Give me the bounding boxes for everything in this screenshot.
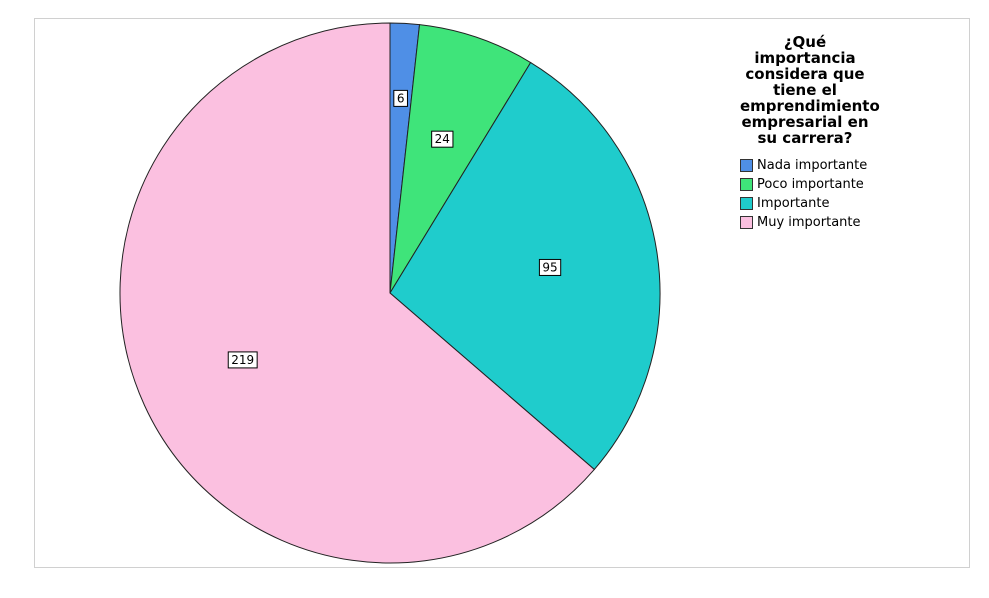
value-label: 6 — [393, 89, 408, 107]
legend-swatch — [740, 159, 753, 172]
value-label: 24 — [431, 130, 454, 148]
legend-title: ¿Qué importancia considera que tiene el … — [740, 33, 880, 147]
legend-label: Importante — [757, 196, 830, 211]
value-label-text: 219 — [231, 353, 254, 367]
pie-slice — [389, 24, 532, 294]
legend-label: Poco importante — [757, 177, 864, 192]
value-label: 219 — [227, 351, 258, 369]
value-label-box — [227, 351, 258, 369]
chart-frame — [34, 18, 970, 568]
legend-swatch — [740, 216, 753, 229]
legend-item: Muy importante — [740, 213, 870, 232]
value-label-box — [538, 258, 562, 276]
pie-slice — [389, 61, 661, 471]
legend-label: Nada importante — [757, 158, 868, 173]
value-label: 95 — [538, 258, 562, 276]
legend-item: Nada importante — [740, 156, 870, 175]
legend-item: Poco importante — [740, 175, 870, 194]
legend-swatch — [740, 178, 753, 191]
value-label-text: 6 — [397, 91, 405, 105]
legend-item: Importante — [740, 194, 870, 213]
legend-swatch — [740, 197, 753, 210]
value-label-box — [393, 89, 408, 107]
value-label-text: 95 — [542, 260, 557, 274]
pie-slice — [119, 22, 596, 564]
value-label-text: 24 — [435, 132, 450, 146]
legend: ¿Qué importancia considera que tiene el … — [740, 33, 880, 232]
legend-items: Nada importante Poco importante Importante… — [740, 156, 870, 232]
value-label-box — [431, 130, 454, 148]
legend-label: Muy importante — [757, 215, 861, 230]
